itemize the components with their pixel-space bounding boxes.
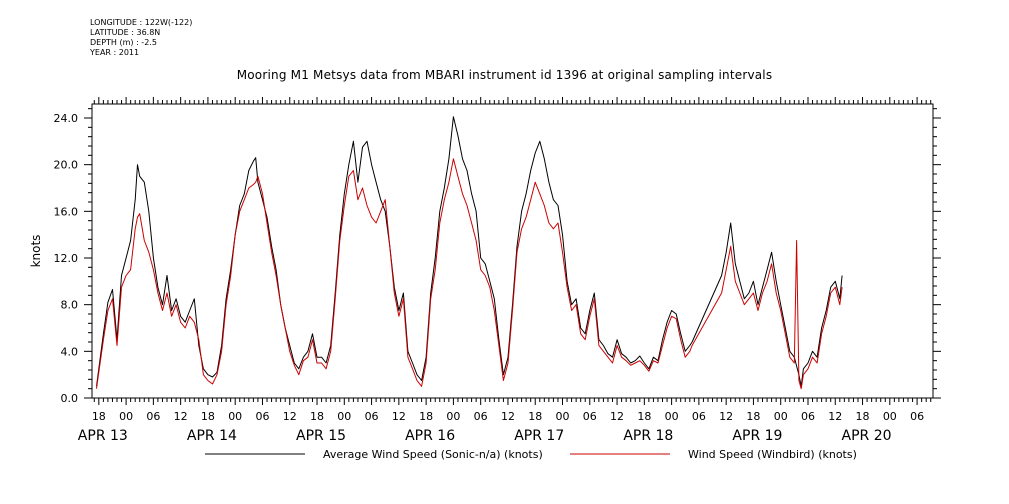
x-tick-label: 06: [583, 410, 597, 423]
x-tick-label: 18: [419, 410, 433, 423]
x-axis-day-labels: APR 13 APR 14 APR 15 APR 16 APR 17 APR 18 APR …: [78, 428, 892, 444]
x-tick-label: 00: [665, 410, 679, 423]
day-label: APR 14: [187, 428, 237, 444]
x-tick-label: 12: [283, 410, 297, 423]
day-label: APR 20: [842, 428, 892, 444]
y-tick-label: 12.0: [54, 252, 79, 265]
series-line-average-wind-speed: [96, 116, 843, 387]
depth-label: DEPTH (m) : -2.5: [90, 38, 157, 47]
chart-title: Mooring M1 Metsys data from MBARI instru…: [236, 68, 773, 82]
legend-label-average-wind-speed: Average Wind Speed (Sonic-n/a) (knots): [323, 448, 543, 461]
x-tick-label: 06: [801, 410, 815, 423]
day-label: APR 15: [296, 428, 346, 444]
day-label: APR 18: [623, 428, 673, 444]
x-tick-label: 00: [774, 410, 788, 423]
x-tick-label: 00: [556, 410, 570, 423]
x-tick-label: 00: [119, 410, 133, 423]
y-axis-label: knots: [29, 235, 43, 268]
x-tick-label: 00: [337, 410, 351, 423]
y-tick-label: 8.0: [61, 299, 79, 312]
x-tick-label: 06: [692, 410, 706, 423]
y-tick-label: 0.0: [61, 392, 79, 405]
x-tick-label: 18: [528, 410, 542, 423]
x-tick-label: 06: [255, 410, 269, 423]
x-tick-label: 18: [856, 410, 870, 423]
x-tick-label: 12: [392, 410, 406, 423]
x-tick-label: 06: [474, 410, 488, 423]
series-lines: [96, 116, 843, 390]
x-axis-tick-labels: 18 00 06 12 18 00 06 12 18 00 06 12 18 00 06 12 18 00 06 12…: [92, 410, 924, 423]
x-tick-label: 12: [501, 410, 515, 423]
x-tick-label: 06: [146, 410, 160, 423]
x-tick-label: 18: [92, 410, 106, 423]
x-tick-label: 00: [228, 410, 242, 423]
y-tick-label: 20.0: [54, 159, 79, 172]
y-axis-tick-labels: 0.0 4.0 8.0 12.0 16.0 20.0 24.0: [54, 112, 79, 405]
y-tick-label: 16.0: [54, 205, 79, 218]
x-tick-label: 00: [883, 410, 897, 423]
x-tick-label: 18: [746, 410, 760, 423]
year-label: YEAR : 2011: [90, 48, 140, 57]
x-tick-label: 06: [910, 410, 924, 423]
legend: Average Wind Speed (Sonic-n/a) (knots) W…: [205, 448, 857, 461]
series-line-windbird-speed: [96, 158, 843, 390]
day-label: APR 19: [732, 428, 782, 444]
x-tick-label: 12: [174, 410, 188, 423]
x-tick-label: 18: [201, 410, 215, 423]
x-tick-label: 06: [365, 410, 379, 423]
x-tick-label: 12: [828, 410, 842, 423]
day-label: APR 13: [78, 428, 128, 444]
metadata-block: LONGITUDE : 122W(-122) LATITUDE : 36.8N …: [90, 18, 192, 58]
day-label: APR 16: [405, 428, 455, 444]
plot-frame: [91, 103, 934, 399]
x-tick-label: 18: [310, 410, 324, 423]
axis-ticks: [84, 97, 941, 405]
x-tick-label: 00: [446, 410, 460, 423]
longitude-label: LONGITUDE : 122W(-122): [90, 18, 193, 27]
y-tick-label: 24.0: [54, 112, 79, 125]
legend-label-windbird-speed: Wind Speed (Windbird) (knots): [688, 448, 857, 461]
day-label: APR 17: [514, 428, 564, 444]
y-tick-label: 4.0: [61, 345, 79, 358]
x-tick-label: 12: [610, 410, 624, 423]
x-tick-label: 18: [637, 410, 651, 423]
latitude-label: LATITUDE : 36.8N: [90, 28, 161, 37]
x-tick-label: 12: [719, 410, 733, 423]
